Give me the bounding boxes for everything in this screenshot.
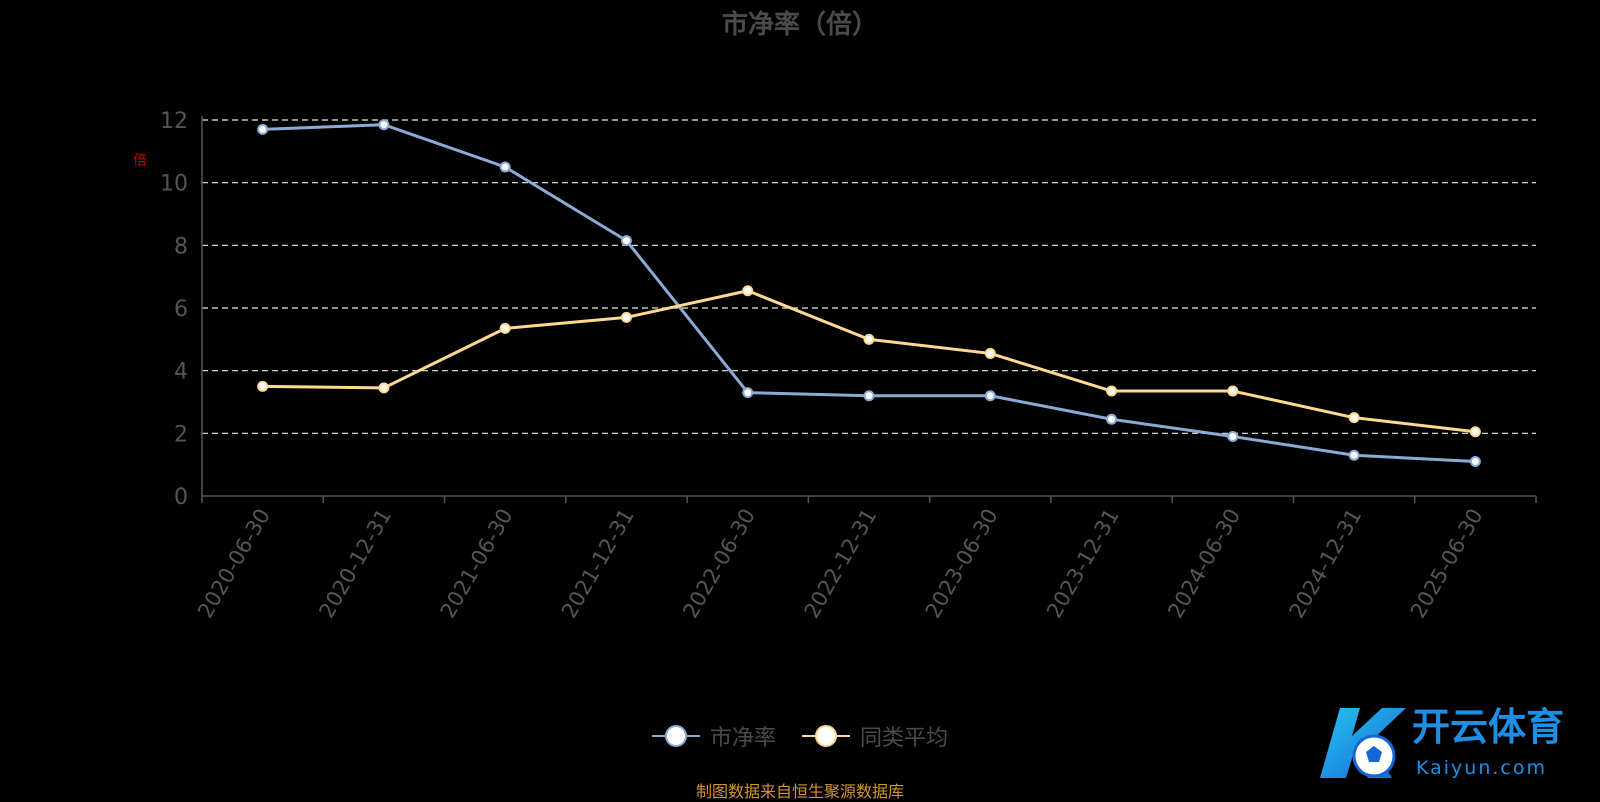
x-tick-label: 2024-12-31 [1285,505,1367,623]
data-point-1 [257,380,269,392]
x-tick-label: 2020-12-31 [314,504,396,622]
y-tick-label: 8 [174,234,188,259]
kaiyun-logo: 开云体育 Kaiyun.com [1320,705,1564,779]
logo-sub: Kaiyun.com [1416,757,1547,779]
y-tick-label: 10 [160,172,188,197]
x-tick-label: 2025-06-30 [1406,505,1488,623]
data-point-1 [620,311,632,323]
chart-title: 市净率（倍） [721,10,878,40]
data-point-1 [863,333,875,345]
data-point-0 [1106,413,1118,425]
data-point-0 [499,161,511,173]
data-point-1 [499,322,511,334]
source-note: 制图数据来自恒生聚源数据库 [695,782,904,801]
data-point-0 [863,390,875,402]
y-tick-label: 2 [174,422,188,447]
logo-name: 开云体育 [1412,705,1564,749]
x-tick-label: 2023-12-31 [1042,505,1124,623]
x-tick-label: 2022-12-31 [800,505,882,623]
series-line-0 [262,123,1476,464]
legend: 市净率 同类平均 [0,720,1600,752]
series-line-1 [262,289,1476,434]
data-point-1 [1348,412,1360,424]
legend-item-peer-average[interactable]: 同类平均 [802,720,948,752]
x-tick-label: 2022-06-30 [678,505,760,623]
data-point-1 [742,285,754,297]
x-tick-label: 2024-06-30 [1163,505,1245,623]
y-tick-label: 12 [160,109,188,134]
data-point-1 [1469,426,1481,438]
data-point-0 [1469,456,1481,468]
x-tick-label: 2021-06-30 [436,505,518,623]
x-tick-label: 2021-12-31 [557,505,639,623]
data-point-1 [378,382,390,394]
legend-label-peer-average: 同类平均 [860,726,949,751]
legend-swatch-pb [651,724,700,748]
legend-item-pb[interactable]: 市净率 [651,720,776,752]
data-point-0 [984,390,996,402]
x-tick-label: 2023-06-30 [921,505,1003,623]
data-point-0 [620,235,632,247]
legend-label-pb: 市净率 [709,726,776,751]
y-tick-label: 6 [174,297,188,322]
legend-swatch-peer-average [802,724,850,748]
data-point-0 [1227,430,1239,442]
data-point-0 [378,119,390,131]
data-point-0 [1348,449,1360,461]
x-tick-label: 2020-06-30 [193,505,275,623]
data-point-0 [742,387,754,399]
y-tick-label: 0 [174,485,188,510]
y-axis-label: 倍 [133,153,147,169]
data-point-0 [257,123,269,135]
y-tick-label: 4 [174,360,188,385]
data-point-1 [1106,385,1118,397]
data-point-1 [984,347,996,359]
data-point-1 [1227,385,1239,397]
